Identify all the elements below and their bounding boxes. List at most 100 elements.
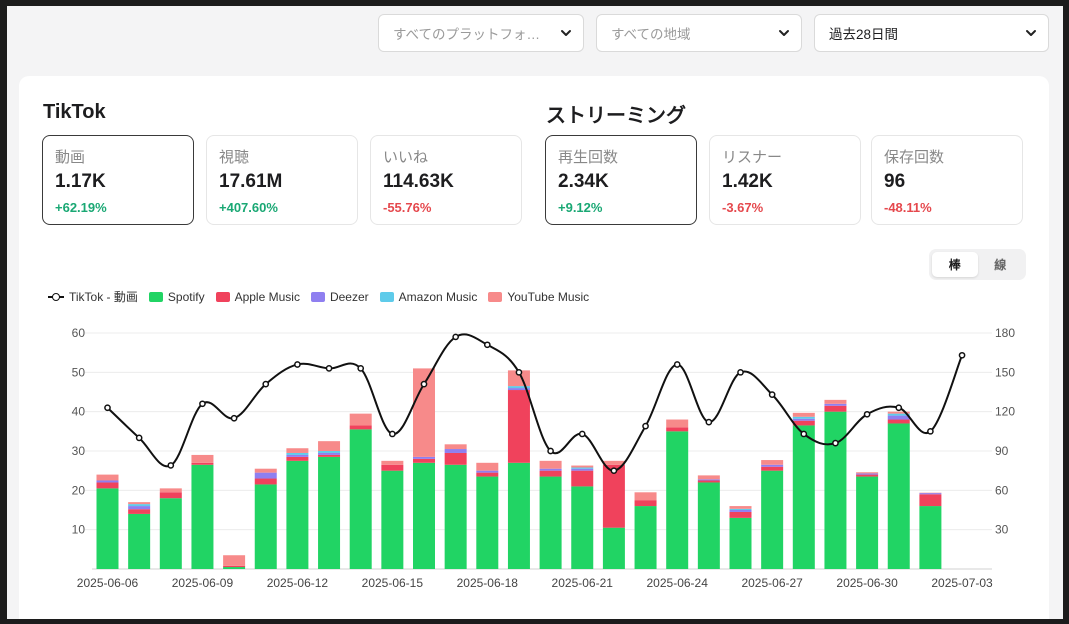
- stat-change: +407.60%: [219, 200, 278, 215]
- bar-segment-spotify: [413, 462, 435, 569]
- chevron-down-icon: [779, 30, 789, 36]
- bar-segment-youtube: [729, 506, 752, 509]
- stat-value: 1.17K: [55, 171, 106, 192]
- stat-card-plays[interactable]: 再生回数 2.34K +9.12%: [545, 135, 697, 225]
- bar-segment-youtube: [761, 460, 784, 465]
- bar-segment-spotify: [697, 482, 720, 569]
- bar-segment-youtube: [318, 441, 341, 451]
- bar-segment-deezer: [413, 456, 435, 459]
- bar-segment-youtube: [128, 502, 151, 505]
- bar-segment-deezer: [507, 388, 530, 391]
- toggle-line-button[interactable]: 線: [994, 258, 1007, 272]
- legend-label: Amazon Music: [398, 289, 478, 304]
- bar-segment-apple: [856, 474, 879, 477]
- bar-segment-spotify: [634, 506, 657, 569]
- bar-segment-spotify: [571, 486, 594, 569]
- bar-segment-spotify: [856, 476, 879, 569]
- stat-change: +62.19%: [55, 200, 107, 215]
- bar-segment-apple: [96, 482, 119, 489]
- stat-change: -3.67%: [722, 200, 764, 215]
- bar-segment-apple: [919, 494, 942, 507]
- bar-segment-youtube: [666, 419, 689, 428]
- legend-item-youtube[interactable]: YouTube Music: [488, 288, 589, 305]
- filter-bar: すべてのプラットフォ… すべての地域 過去28日間: [378, 14, 1049, 52]
- bar-segment-apple: [286, 456, 309, 461]
- stat-card-saves[interactable]: 保存回数 96 -48.11%: [871, 135, 1023, 225]
- legend-item-amazon[interactable]: Amazon Music: [379, 288, 478, 305]
- swatch-amazon: [379, 291, 394, 302]
- swatch-youtube: [488, 291, 503, 302]
- bar-segment-youtube: [539, 460, 562, 469]
- legend-item-tiktok[interactable]: TikTok - 動画: [48, 288, 138, 305]
- stat-card-videos[interactable]: 動画 1.17K +62.19%: [42, 135, 194, 225]
- stat-label: リスナー: [722, 149, 783, 166]
- bar-segment-amazon: [507, 386, 530, 389]
- bar-segment-deezer: [792, 418, 815, 421]
- swatch-spotify: [148, 291, 163, 302]
- bar-segment-apple: [539, 470, 562, 477]
- bar-segment-youtube: [413, 368, 435, 457]
- bar-segment-youtube: [634, 492, 657, 501]
- stat-card-views[interactable]: 視聴 17.61M +407.60%: [206, 135, 358, 225]
- bar-segment-deezer: [856, 473, 879, 475]
- bar-segment-apple: [349, 425, 372, 430]
- bar-segment-spotify: [824, 411, 847, 569]
- bar-segment-spotify: [666, 431, 689, 569]
- stat-card-likes[interactable]: いいね 114.63K -55.76%: [370, 135, 522, 225]
- bar-segment-deezer: [729, 510, 752, 512]
- stat-label: 視聴: [219, 149, 250, 166]
- bar-segment-apple: [476, 472, 499, 477]
- bar-segment-youtube: [349, 413, 372, 426]
- app-frame: すべてのプラットフォ… すべての地域 過去28日間 TikTok ストリーミング…: [7, 6, 1063, 619]
- chart-type-toggle: 棒 線: [929, 249, 1026, 280]
- stat-change: +9.12%: [558, 200, 603, 215]
- bar-segment-spotify: [191, 464, 214, 569]
- bar-segment-apple: [697, 480, 720, 483]
- bar-segment-spotify: [286, 460, 309, 569]
- bar-segment-deezer: [444, 449, 467, 453]
- chart-legend: TikTok - 動画 Spotify Apple Music Deezer A…: [48, 288, 589, 305]
- platform-select[interactable]: すべてのプラットフォ…: [378, 14, 584, 52]
- bar-segment-youtube: [286, 448, 309, 453]
- toggle-bar-button[interactable]: 棒: [932, 252, 978, 277]
- bar-segment-deezer: [286, 454, 309, 457]
- stat-label: 保存回数: [884, 149, 945, 166]
- bar-segment-youtube: [96, 474, 119, 481]
- bar-segment-youtube: [602, 460, 625, 465]
- stat-change: -55.76%: [383, 200, 432, 215]
- swatch-deezer: [310, 291, 325, 302]
- bar-segment-apple: [128, 509, 151, 514]
- legend-label: TikTok - 動画: [69, 290, 138, 304]
- bar-segment-deezer: [571, 468, 594, 471]
- bar-segment-youtube: [159, 488, 182, 493]
- bar-segment-amazon: [286, 452, 309, 455]
- bar-segment-deezer: [824, 403, 847, 406]
- bar-segment-deezer: [919, 493, 942, 495]
- bar-segment-spotify: [318, 456, 341, 569]
- legend-label: Spotify: [167, 289, 205, 304]
- bar-segment-youtube: [571, 465, 594, 468]
- bar-segment-apple: [887, 419, 910, 424]
- bar-segment-youtube: [697, 475, 720, 480]
- bar-segment-apple: [634, 500, 657, 507]
- legend-item-spotify[interactable]: Spotify: [148, 288, 205, 305]
- bar-segment-apple: [191, 462, 214, 465]
- bar-segment-youtube: [444, 444, 467, 450]
- bar-segment-apple: [318, 454, 341, 457]
- bar-segment-apple: [792, 420, 815, 426]
- stat-card-listeners[interactable]: リスナー 1.42K -3.67%: [709, 135, 861, 225]
- bar-segment-spotify: [507, 462, 530, 569]
- period-select[interactable]: 過去28日間: [814, 14, 1049, 52]
- bar-segment-apple: [413, 458, 435, 463]
- legend-item-apple[interactable]: Apple Music: [215, 288, 300, 305]
- bar-segment-spotify: [729, 517, 752, 569]
- bar-segment-deezer: [761, 464, 784, 467]
- legend-item-deezer[interactable]: Deezer: [310, 288, 369, 305]
- bar-segment-apple: [159, 492, 182, 499]
- bar-segment-deezer: [476, 470, 499, 473]
- region-select[interactable]: すべての地域: [596, 14, 802, 52]
- bar-segment-amazon: [729, 508, 752, 510]
- bar-segment-spotify: [602, 527, 625, 569]
- bar-segment-youtube: [856, 472, 879, 474]
- bar-segment-spotify: [444, 464, 467, 569]
